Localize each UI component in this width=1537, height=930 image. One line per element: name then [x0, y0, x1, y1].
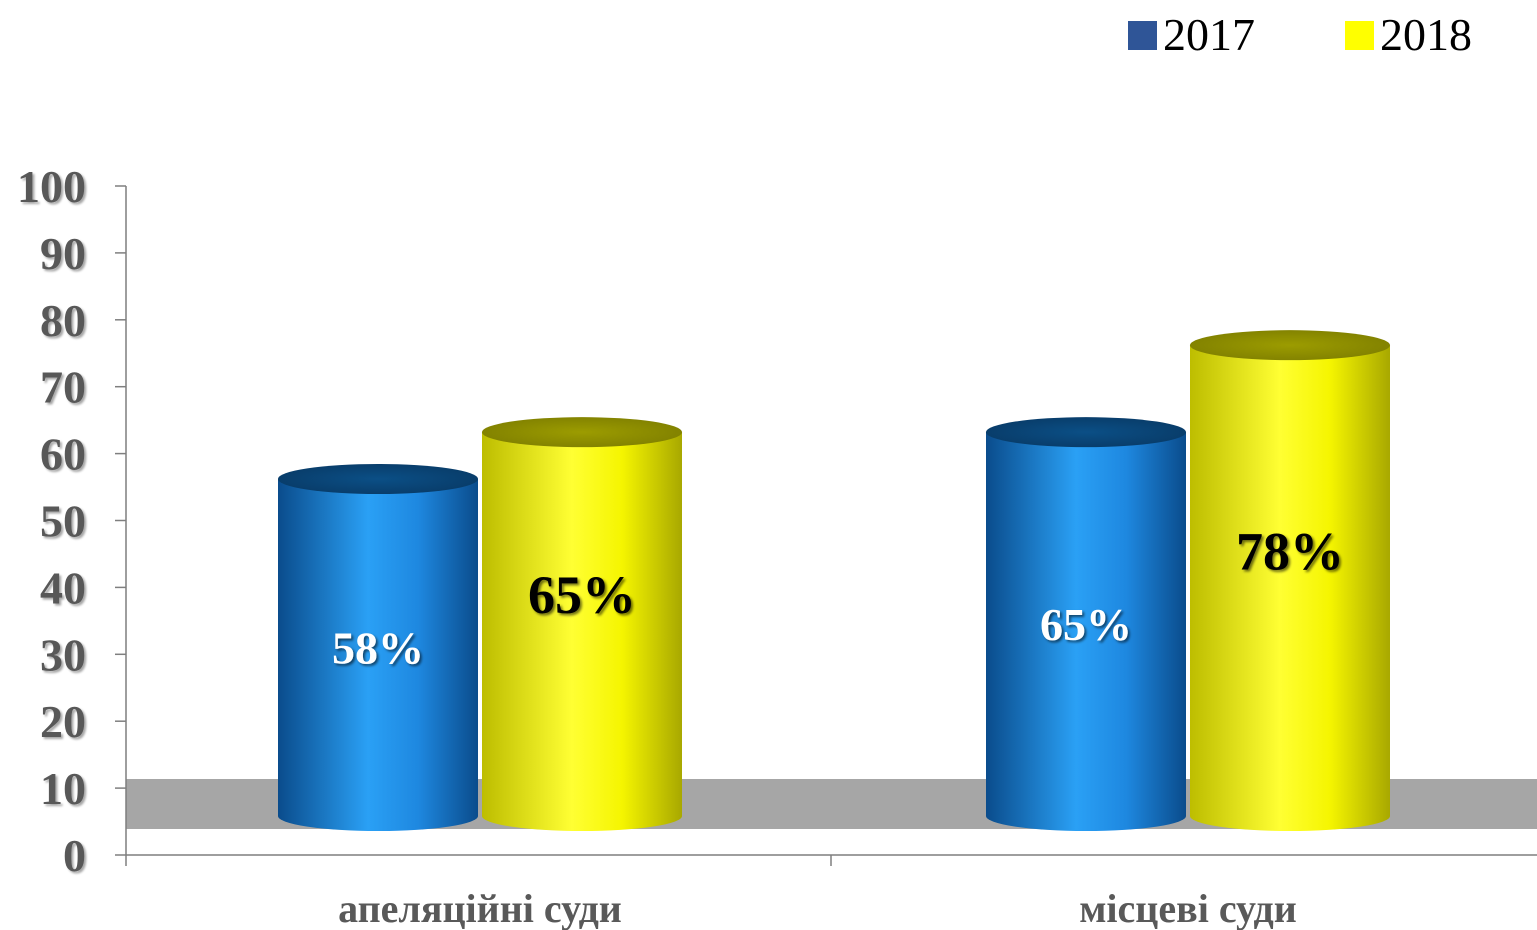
data-label: 58% — [332, 623, 424, 674]
bar-2018-0: 65% — [482, 417, 682, 831]
y-tick-label: 60 — [40, 429, 86, 480]
y-tick-label: 50 — [40, 496, 86, 547]
data-label: 65% — [528, 565, 636, 625]
x-tick-label: апеляційні суди — [338, 886, 622, 930]
y-tick-label: 20 — [40, 696, 86, 747]
y-tick-label: 40 — [40, 562, 86, 613]
x-tick-label: місцеві суди — [1079, 886, 1297, 930]
y-tick-label: 90 — [40, 228, 86, 279]
bars: 58% 65% 65% 78% — [278, 330, 1390, 831]
data-label: 65% — [1040, 599, 1132, 650]
y-tick-label: 10 — [40, 763, 86, 814]
bar-body — [278, 478, 478, 831]
bar-top — [278, 463, 478, 494]
y-tick-label: 80 — [40, 295, 86, 346]
y-axis: 0 10 20 30 40 50 60 70 80 90 100 — [17, 161, 127, 881]
legend-item-2017: 2017 — [1128, 10, 1255, 60]
bar-body — [482, 432, 682, 831]
legend-swatch-2018 — [1345, 20, 1374, 50]
legend-swatch-2017 — [1128, 20, 1157, 50]
y-tick-label: 0 — [63, 830, 86, 881]
bar-2017-1: 65% — [986, 417, 1186, 831]
bar-body — [986, 432, 1186, 831]
legend-item-2018: 2018 — [1345, 10, 1472, 60]
legend-label-2017: 2017 — [1163, 9, 1255, 60]
data-label: 78% — [1236, 521, 1344, 581]
chart-legend: 2017 2018 — [1128, 10, 1472, 60]
bar-top — [482, 417, 682, 448]
bar-2017-0: 58% — [278, 463, 478, 831]
bar-2018-1: 78% — [1190, 330, 1390, 831]
y-tick-label: 70 — [40, 362, 86, 413]
bar-top — [1190, 330, 1390, 361]
x-axis: апеляційні суди місцеві суди — [125, 854, 1537, 930]
y-tick-label: 30 — [40, 629, 86, 680]
bar-top — [986, 417, 1186, 448]
bar-body — [1190, 345, 1390, 831]
y-tick-label: 100 — [17, 161, 86, 212]
legend-label-2018: 2018 — [1380, 9, 1472, 60]
